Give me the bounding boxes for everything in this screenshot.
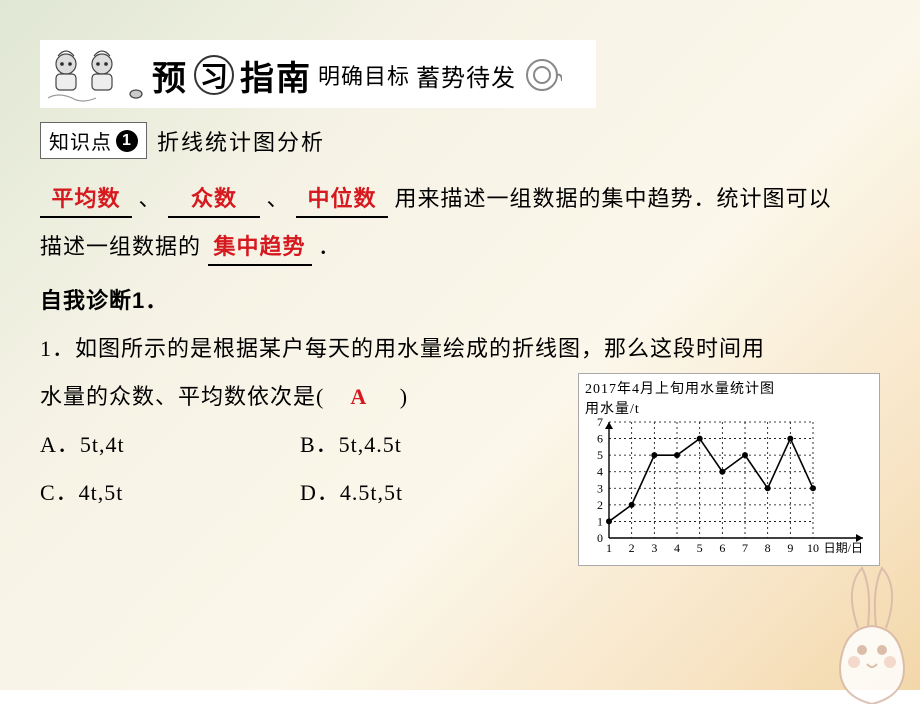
svg-text:5: 5 — [597, 448, 603, 462]
svg-text:9: 9 — [787, 541, 793, 555]
kp-number-icon: 1 — [116, 130, 138, 152]
rabbit-icon — [812, 554, 920, 704]
fill-tail-2: ． — [318, 234, 341, 259]
banner-strip: 预 习 指南 明确目标 蓄势待发 — [40, 40, 596, 108]
blank-2: 众数 — [168, 184, 260, 218]
line-chart: 0123456712345678910日期/日 — [585, 418, 867, 558]
svg-text:2: 2 — [629, 541, 635, 555]
chart-ylabel: 用水量/t — [585, 398, 875, 418]
svg-text:0: 0 — [597, 531, 603, 545]
svg-text:2: 2 — [597, 498, 603, 512]
fill-line-1: 平均数 、 众数 、 中位数 用来描述一组数据的集中趋势．统计图可以 — [40, 175, 880, 223]
question-line-1: 1．如图所示的是根据某户每天的用水量绘成的折线图，那么这段时间用 — [40, 325, 880, 373]
answer-letter: A — [350, 384, 367, 409]
svg-text:4: 4 — [597, 465, 603, 479]
question-line-2: 水量的众数、平均数依次是( A ) — [40, 373, 578, 421]
svg-text:10: 10 — [807, 541, 819, 555]
svg-text:8: 8 — [765, 541, 771, 555]
chart-title: 2017年4月上旬用水量统计图 — [585, 378, 875, 398]
blank-1: 平均数 — [40, 184, 132, 218]
swirl-icon — [522, 55, 562, 95]
banner-post: 指南 — [240, 51, 312, 100]
banner-pre: 预 — [152, 51, 188, 100]
svg-text:1: 1 — [606, 541, 612, 555]
svg-text:1: 1 — [597, 514, 603, 528]
options-area: A．5t,4t B．5t,4.5t C．4t,5t D．4.5t,5t — [40, 421, 560, 517]
svg-text:6: 6 — [597, 432, 603, 446]
q-stem-l1: 如图所示的是根据某户每天的用水量绘成的折线图，那么这段时间用 — [75, 336, 765, 361]
knowledge-point-box: 知识点 1 — [40, 122, 147, 159]
banner-sub1: 明确目标 — [318, 59, 410, 91]
svg-text:3: 3 — [597, 481, 603, 495]
option-A[interactable]: A．5t,4t — [40, 421, 300, 469]
option-B[interactable]: B．5t,4.5t — [300, 421, 560, 469]
chart-box: 2017年4月上旬用水量统计图 用水量/t 012345671234567891… — [578, 373, 880, 566]
fill-tail-1: 用来描述一组数据的集中趋势．统计图可以 — [395, 186, 832, 211]
option-C[interactable]: C．4t,5t — [40, 469, 300, 517]
content-area: 预 习 指南 明确目标 蓄势待发 知识点 1 折线统计图分析 平均数 、 众数 … — [0, 0, 920, 566]
svg-text:7: 7 — [742, 541, 748, 555]
q-stem-l2-tail: ) — [400, 384, 408, 409]
banner-sub2: 蓄势待发 — [416, 66, 516, 92]
fill-line-2: 描述一组数据的 集中趋势 ． — [40, 223, 880, 271]
svg-text:6: 6 — [719, 541, 725, 555]
sep-1: 、 — [139, 186, 162, 211]
q-stem-l2-head: 水量的众数、平均数依次是( — [40, 384, 324, 409]
kp-title: 折线统计图分析 — [157, 125, 325, 157]
svg-text:7: 7 — [597, 418, 603, 429]
svg-text:3: 3 — [651, 541, 657, 555]
fill-head-2: 描述一组数据的 — [40, 234, 201, 259]
knowledge-point-row: 知识点 1 折线统计图分析 — [40, 122, 880, 159]
diagnosis-header: 自我诊断1． — [40, 277, 880, 325]
blank-3: 中位数 — [296, 184, 388, 218]
kp-label: 知识点 — [49, 126, 112, 155]
blank-4: 集中趋势 — [208, 232, 312, 266]
kids-icon — [46, 46, 146, 104]
svg-text:日期/日: 日期/日 — [824, 541, 863, 555]
banner-circle-glyph: 习 — [194, 55, 234, 95]
q-num: 1． — [40, 336, 75, 361]
option-D[interactable]: D．4.5t,5t — [300, 469, 560, 517]
svg-text:5: 5 — [697, 541, 703, 555]
sep-2: 、 — [267, 186, 290, 211]
svg-text:4: 4 — [674, 541, 680, 555]
